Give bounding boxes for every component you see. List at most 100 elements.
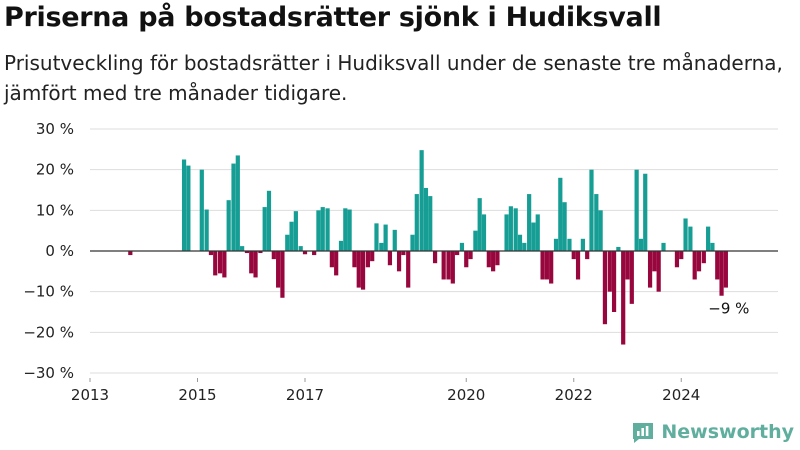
bar <box>199 169 204 251</box>
bar <box>571 251 576 260</box>
bar <box>343 208 348 251</box>
bar <box>387 251 393 266</box>
bar <box>365 251 370 268</box>
bar <box>625 251 630 280</box>
bar <box>320 207 325 251</box>
bar <box>410 234 415 251</box>
bar <box>715 251 720 280</box>
x-tick-label: 2017 <box>286 386 324 404</box>
bar <box>266 190 272 251</box>
bar <box>575 251 581 280</box>
bar <box>508 206 513 251</box>
bar <box>271 251 276 260</box>
bar <box>589 169 594 251</box>
bar <box>406 251 411 288</box>
bar <box>325 208 330 251</box>
bar <box>723 251 728 288</box>
bar <box>562 202 567 251</box>
y-tick-label: −10 % <box>23 283 74 301</box>
bar <box>280 251 285 298</box>
bar <box>249 251 254 274</box>
bar <box>634 169 639 251</box>
bar <box>374 223 379 251</box>
x-tick-label: 2024 <box>662 386 700 404</box>
bar <box>258 251 263 254</box>
bar <box>352 251 357 268</box>
bar <box>446 251 451 280</box>
bar <box>244 251 250 254</box>
bar <box>186 165 191 251</box>
bar <box>217 251 223 274</box>
bar <box>656 251 661 292</box>
bar <box>293 211 298 251</box>
bar <box>558 177 563 251</box>
y-tick-label: 0 % <box>45 242 74 260</box>
bar <box>356 251 361 288</box>
bar <box>370 251 375 262</box>
bar <box>491 251 496 272</box>
bar <box>432 251 438 264</box>
bar <box>473 230 478 251</box>
bar <box>450 251 455 284</box>
bar <box>334 251 339 276</box>
bar <box>222 251 227 278</box>
bar <box>226 200 231 251</box>
bar <box>602 251 608 325</box>
bar <box>383 224 388 251</box>
bar <box>360 251 366 290</box>
bar <box>181 159 187 251</box>
bar <box>414 194 419 251</box>
newsworthy-logo-icon <box>633 423 654 443</box>
last-value-annotation: −9 % <box>708 300 749 318</box>
bar <box>567 238 572 251</box>
bar <box>231 163 236 251</box>
bar <box>522 242 527 251</box>
bar <box>486 251 491 268</box>
bar <box>585 251 590 260</box>
x-tick-label: 2020 <box>447 386 485 404</box>
bar <box>285 234 290 251</box>
bar <box>459 242 465 251</box>
bar <box>517 234 523 251</box>
bar <box>240 246 245 251</box>
bar <box>652 251 657 272</box>
bar <box>347 209 352 251</box>
brand-logo: Newsworthy <box>631 420 794 444</box>
bar <box>464 251 469 268</box>
bar <box>638 238 644 251</box>
bar <box>683 218 688 251</box>
bar <box>379 242 384 251</box>
bar <box>392 229 397 251</box>
bar <box>504 214 509 251</box>
chart-subtitle: Prisutveckling för bostadsrätter i Hudik… <box>4 51 783 105</box>
bar <box>396 251 402 272</box>
x-tick-label: 2015 <box>178 386 216 404</box>
bar <box>696 251 702 272</box>
bar <box>208 251 214 256</box>
bar <box>607 251 612 292</box>
bar <box>289 221 294 251</box>
bar <box>468 251 473 260</box>
bar <box>621 251 626 345</box>
x-tick-label: 2013 <box>71 386 109 404</box>
bar <box>611 251 617 312</box>
bar <box>553 238 559 251</box>
bar <box>428 196 433 251</box>
bar <box>455 251 460 256</box>
bar <box>540 251 545 280</box>
bar <box>495 251 500 266</box>
bar <box>513 208 518 251</box>
bar <box>419 150 424 251</box>
bar <box>544 251 549 280</box>
y-tick-label: −30 % <box>23 364 74 382</box>
y-tick-label: −20 % <box>23 323 74 341</box>
bar <box>629 251 634 304</box>
bar <box>338 240 344 251</box>
bar <box>594 194 599 251</box>
x-tick-label: 2022 <box>555 386 593 404</box>
bar <box>401 251 406 256</box>
bar <box>549 251 554 284</box>
bar <box>531 222 536 251</box>
bar <box>647 251 653 288</box>
